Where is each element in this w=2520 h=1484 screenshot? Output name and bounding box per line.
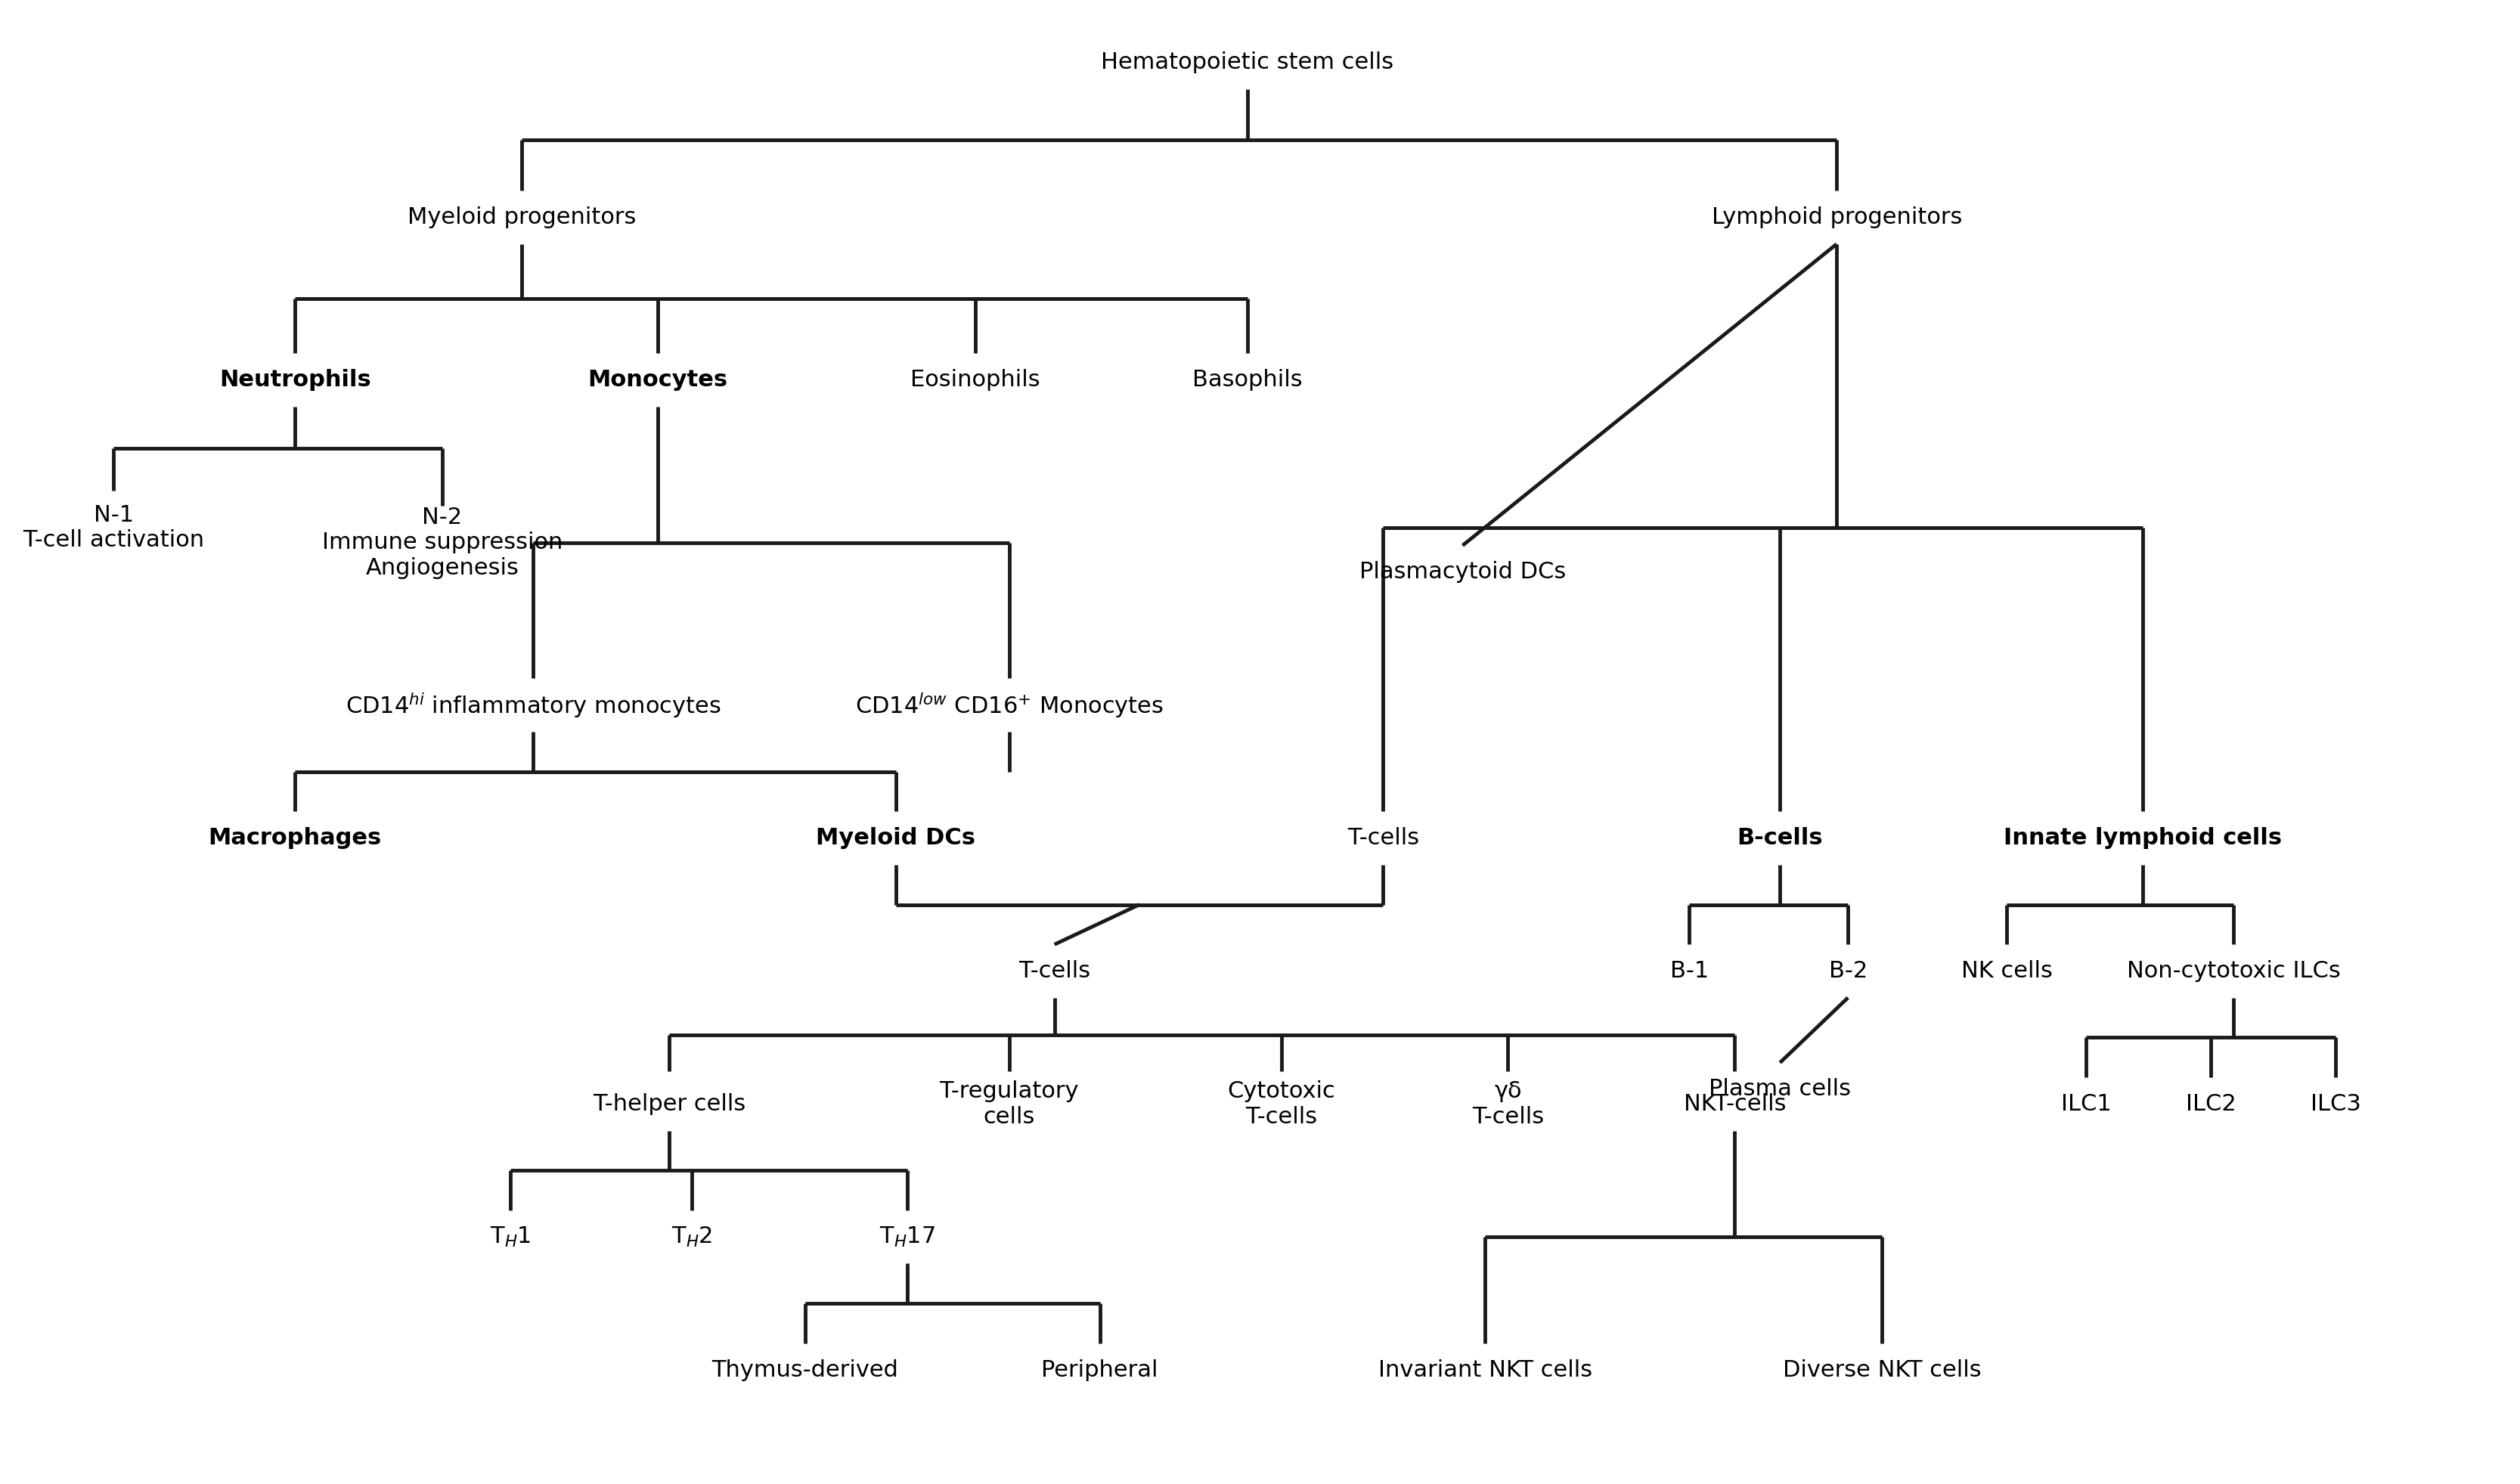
Text: Basophils: Basophils xyxy=(1192,370,1303,390)
Text: NK cells: NK cells xyxy=(1961,960,2051,982)
Text: CD14$^{low}$ CD16$^{+}$ Monocytes: CD14$^{low}$ CD16$^{+}$ Monocytes xyxy=(854,690,1164,720)
Text: Eosinophils: Eosinophils xyxy=(910,370,1041,390)
Text: T-helper cells: T-helper cells xyxy=(592,1094,746,1114)
Text: T-cells: T-cells xyxy=(1348,827,1419,849)
Text: B-2: B-2 xyxy=(1830,960,1867,982)
Text: NKT-cells: NKT-cells xyxy=(1683,1094,1787,1114)
Text: Invariant NKT cells: Invariant NKT cells xyxy=(1378,1359,1593,1382)
Text: Thymus-derived: Thymus-derived xyxy=(711,1359,900,1382)
Text: T-regulatory
cells: T-regulatory cells xyxy=(940,1080,1079,1128)
Text: Non-cytotoxic ILCs: Non-cytotoxic ILCs xyxy=(2127,960,2341,982)
Text: Plasma cells: Plasma cells xyxy=(1709,1079,1852,1100)
Text: CD14$^{hi}$ inflammatory monocytes: CD14$^{hi}$ inflammatory monocytes xyxy=(345,690,721,720)
Text: Myeloid progenitors: Myeloid progenitors xyxy=(408,206,635,229)
Text: Diverse NKT cells: Diverse NKT cells xyxy=(1782,1359,1981,1382)
Text: ILC2: ILC2 xyxy=(2185,1094,2235,1114)
Text: Cytotoxic
T-cells: Cytotoxic T-cells xyxy=(1227,1080,1336,1128)
Text: Plasmacytoid DCs: Plasmacytoid DCs xyxy=(1358,561,1565,583)
Text: ILC3: ILC3 xyxy=(2311,1094,2361,1114)
Text: T-cells: T-cells xyxy=(1018,960,1091,982)
Text: ILC1: ILC1 xyxy=(2061,1094,2112,1114)
Text: Macrophages: Macrophages xyxy=(209,827,381,849)
Text: N-1
T-cell activation: N-1 T-cell activation xyxy=(23,505,204,552)
Text: Monocytes: Monocytes xyxy=(587,370,728,390)
Text: B-cells: B-cells xyxy=(1736,827,1822,849)
Text: Hematopoietic stem cells: Hematopoietic stem cells xyxy=(1101,52,1394,73)
Text: N-2
Immune suppression
Angiogenesis: N-2 Immune suppression Angiogenesis xyxy=(323,506,562,579)
Text: γδ
T-cells: γδ T-cells xyxy=(1472,1080,1545,1128)
Text: T$_H$2: T$_H$2 xyxy=(670,1226,713,1248)
Text: T$_H$17: T$_H$17 xyxy=(879,1226,935,1248)
Text: Peripheral: Peripheral xyxy=(1041,1359,1159,1382)
Text: T$_H$1: T$_H$1 xyxy=(489,1226,532,1248)
Text: Neutrophils: Neutrophils xyxy=(219,370,370,390)
Text: Myeloid DCs: Myeloid DCs xyxy=(816,827,975,849)
Text: Innate lymphoid cells: Innate lymphoid cells xyxy=(2003,827,2283,849)
Text: Lymphoid progenitors: Lymphoid progenitors xyxy=(1711,206,1963,229)
Text: B-1: B-1 xyxy=(1671,960,1709,982)
